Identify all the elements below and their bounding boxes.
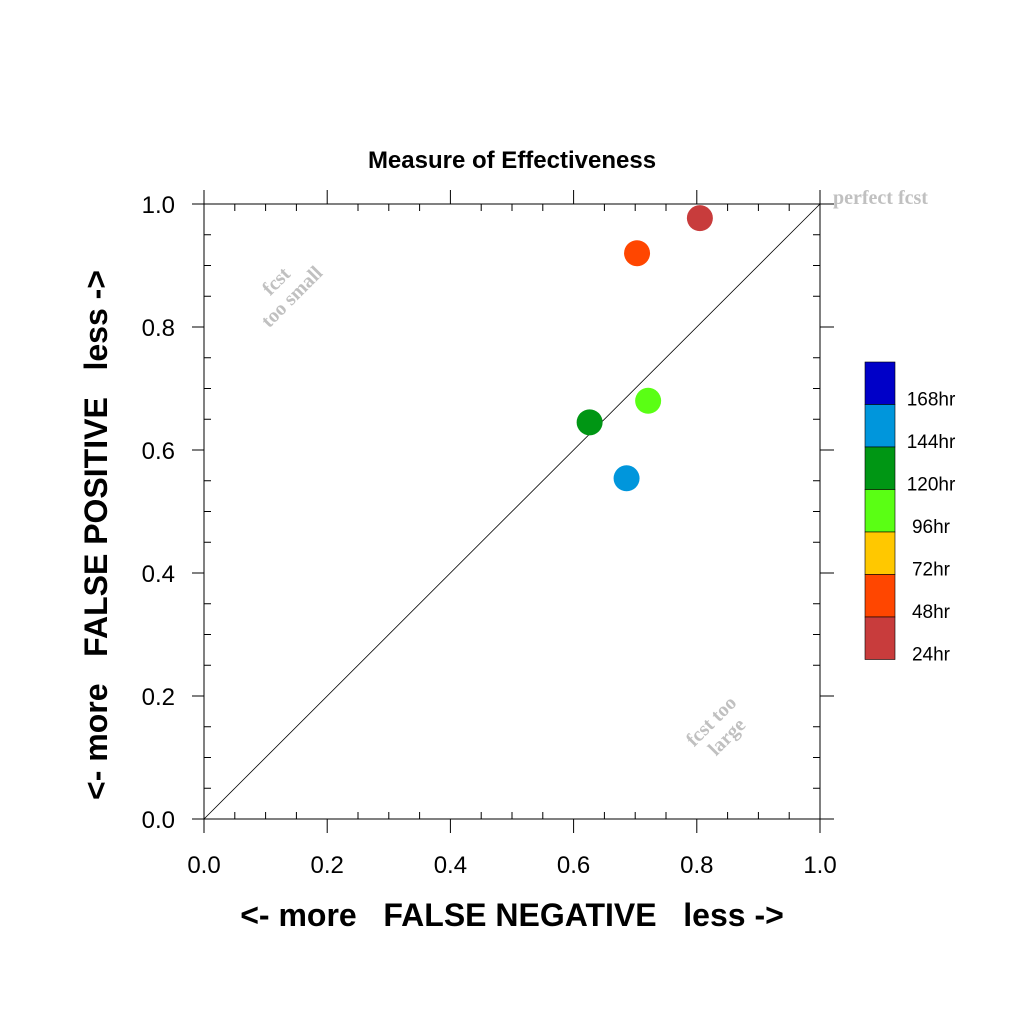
annotations: perfect fcst fcst too small fcst too lar… — [257, 187, 928, 760]
legend-label-48hr: 48hr — [912, 602, 951, 623]
legend-label-168hr: 168hr — [907, 389, 956, 410]
axis-ticks — [192, 190, 834, 833]
legend-label-96hr: 96hr — [912, 517, 951, 538]
legend-swatch-144hr — [864, 404, 896, 448]
data-point-96hr — [635, 387, 662, 414]
x-tick-label: 0.0 — [187, 852, 220, 879]
x-tick-label: 0.4 — [434, 852, 467, 879]
legend-label-144hr: 144hr — [907, 432, 956, 453]
legend-swatch-72hr — [864, 531, 896, 575]
perfect-forecast-line — [203, 203, 821, 820]
data-points — [576, 205, 713, 492]
x-tick-label: 0.8 — [680, 852, 713, 879]
axis-tick-labels: 0.0 0.2 0.4 0.6 0.8 1.0 0.0 0.2 0.4 0.6 0.8 1.0 — [142, 192, 837, 879]
chart-title: Measure of Effectiveness — [368, 147, 656, 174]
legend-swatch-96hr — [864, 489, 896, 533]
legend-label-120hr: 120hr — [907, 474, 956, 495]
y-tick-label: 0.6 — [142, 438, 175, 465]
legend-swatch-168hr — [864, 361, 896, 405]
y-tick-label: 0.0 — [142, 807, 175, 834]
x-tick-label: 1.0 — [803, 852, 836, 879]
x-tick-label: 0.6 — [557, 852, 590, 879]
y-axis-label: <- more FALSE POSITIVE less -> — [78, 270, 114, 800]
data-point-144hr — [613, 465, 640, 492]
legend-swatch-24hr — [864, 616, 896, 660]
annotation-perfect-fcst: perfect fcst — [833, 187, 928, 209]
data-point-120hr — [576, 409, 603, 436]
legend-label-72hr: 72hr — [912, 559, 951, 580]
diagonal-line — [203, 203, 821, 820]
legend-swatch-48hr — [864, 574, 896, 618]
y-tick-label: 0.8 — [142, 315, 175, 342]
data-point-48hr — [624, 240, 651, 267]
y-tick-label: 0.2 — [142, 684, 175, 711]
annotation-too-small-line2: too small — [257, 262, 327, 332]
x-axis-label: <- more FALSE NEGATIVE less -> — [240, 897, 784, 933]
legend-swatch-120hr — [864, 446, 896, 490]
legend-label-24hr: 24hr — [912, 644, 951, 665]
y-tick-label: 0.4 — [142, 561, 175, 588]
y-tick-label: 1.0 — [142, 192, 175, 219]
legend: 168hr 144hr 120hr 96hr 72hr 48hr 24hr — [864, 361, 956, 665]
data-point-24hr — [686, 205, 713, 232]
x-tick-label: 0.2 — [311, 852, 344, 879]
